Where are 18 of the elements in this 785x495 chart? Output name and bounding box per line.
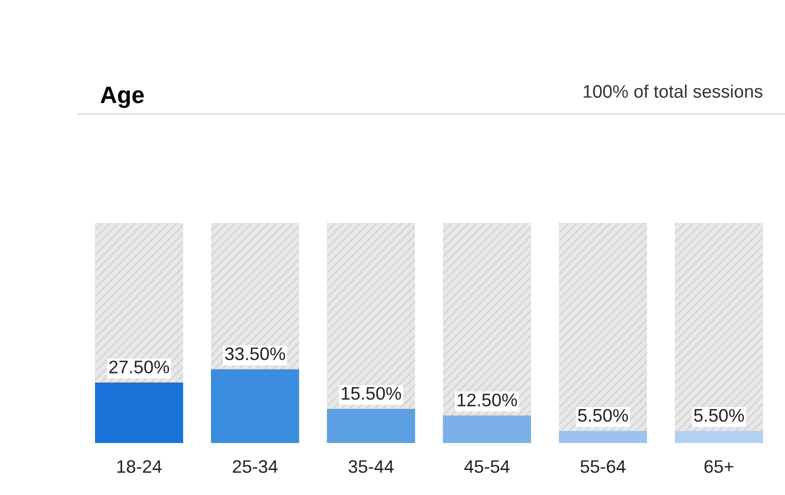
data-label: 15.50% bbox=[342, 386, 401, 400]
data-label: 33.50% bbox=[225, 347, 286, 360]
bar bbox=[674, 430, 763, 443]
x-tick-label: 45-54 bbox=[464, 460, 510, 473]
chart-title: Age bbox=[100, 86, 144, 108]
x-tick-label: 65+ bbox=[704, 460, 734, 473]
x-tick-label: 25-34 bbox=[232, 460, 278, 473]
data-label: 12.50% bbox=[458, 394, 517, 406]
x-tick-label: 18-24 bbox=[117, 460, 162, 473]
bar bbox=[326, 408, 416, 443]
x-tick-label: 55-64 bbox=[580, 460, 626, 473]
x-tick-label: 35-44 bbox=[348, 460, 394, 473]
text: 100% of total sessions bbox=[584, 84, 762, 98]
bar bbox=[442, 416, 532, 443]
bar bbox=[558, 430, 648, 443]
data-label: 5.50% bbox=[578, 408, 628, 422]
data-label: 27.50% bbox=[109, 360, 170, 374]
data-label: 5.50% bbox=[694, 408, 744, 422]
